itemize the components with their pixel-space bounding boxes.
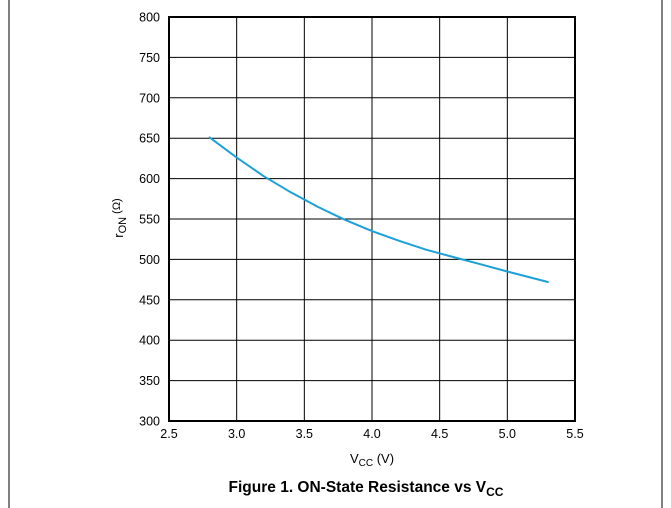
y-axis-label-unit: (Ω) bbox=[111, 198, 123, 217]
y-tick-label: 450 bbox=[139, 293, 160, 307]
x-tick-label: 4.0 bbox=[363, 427, 380, 441]
y-axis-label-subscript: ON bbox=[117, 217, 129, 234]
x-tick-label: 4.5 bbox=[431, 427, 448, 441]
x-tick-label: 5.0 bbox=[499, 427, 516, 441]
x-tick-labels: 2.5 3.0 3.5 4.0 4.5 5.0 5.5 bbox=[160, 427, 583, 441]
y-tick-label: 300 bbox=[139, 415, 160, 429]
figure-caption-main: Figure 1. ON-State Resistance vs V bbox=[229, 479, 487, 496]
y-tick-label: 550 bbox=[139, 213, 160, 227]
y-tick-label: 400 bbox=[139, 334, 160, 348]
series-layer bbox=[208, 136, 549, 283]
y-tick-label: 600 bbox=[139, 172, 160, 186]
y-tick-label: 650 bbox=[139, 132, 160, 146]
x-axis-label-unit: (V) bbox=[373, 451, 394, 466]
x-axis-label-main: V bbox=[350, 451, 359, 466]
x-tick-label: 2.5 bbox=[160, 427, 177, 441]
x-tick-label: 3.5 bbox=[296, 427, 313, 441]
x-axis-label-subscript: CC bbox=[359, 458, 373, 469]
y-axis-label-main: r bbox=[111, 233, 126, 238]
y-tick-label: 350 bbox=[139, 374, 160, 388]
y-tick-label: 700 bbox=[139, 91, 160, 105]
grid bbox=[168, 16, 576, 422]
y-tick-labels: 300 350 400 450 500 550 600 650 700 750 800 bbox=[139, 11, 160, 429]
plot-area-border bbox=[168, 16, 576, 422]
y-tick-label: 750 bbox=[139, 51, 160, 65]
x-tick-label: 5.5 bbox=[566, 427, 583, 441]
figure-caption-subscript: CC bbox=[486, 485, 504, 499]
series-line bbox=[208, 136, 549, 283]
figure-caption: Figure 1. ON-State Resistance vs VCC bbox=[229, 479, 504, 499]
x-axis-label: VCC (V) bbox=[350, 451, 394, 469]
y-tick-label: 500 bbox=[139, 253, 160, 267]
x-tick-label: 3.0 bbox=[228, 427, 245, 441]
y-axis-label: rON (Ω) bbox=[111, 198, 129, 237]
y-tick-label: 800 bbox=[139, 11, 160, 25]
